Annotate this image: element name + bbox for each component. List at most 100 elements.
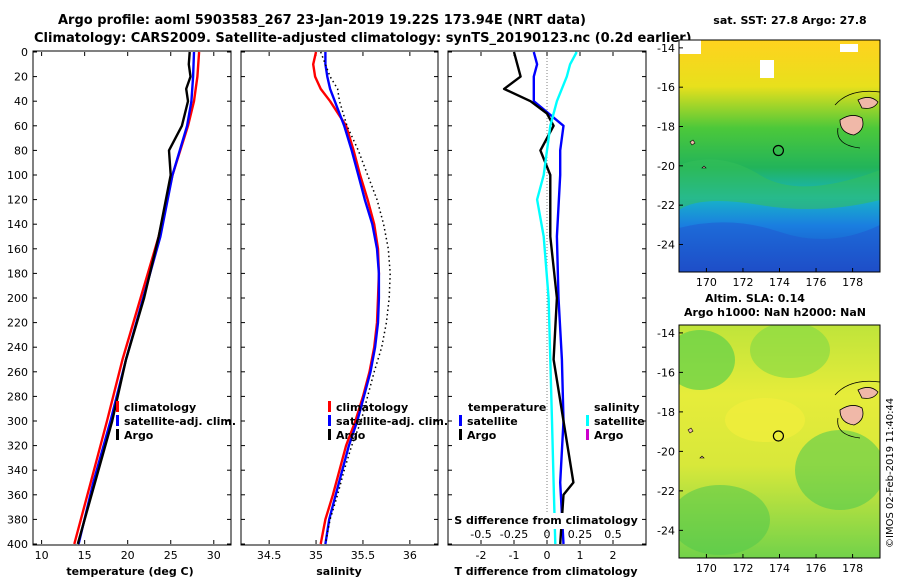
series-line-argo xyxy=(319,51,391,545)
figure-title-line2: Climatology: CARS2009. Satellite-adjuste… xyxy=(34,31,692,46)
sla-map xyxy=(679,325,880,558)
depth-tick-label: 120 xyxy=(7,194,28,207)
top-axis-label-background xyxy=(458,513,638,529)
legend-label-argo: Argo xyxy=(124,429,154,442)
sla-map-ticks: 170 172 174 176 178 -14 -16 -18 -20 -22 -24 xyxy=(657,327,863,575)
difference-series xyxy=(502,51,578,545)
map-x-tick-label: 172 xyxy=(732,276,753,289)
island-fiji xyxy=(839,405,864,426)
map-y-tick-label: -14 xyxy=(657,327,675,340)
depth-tick-label: 180 xyxy=(7,267,28,280)
temperature-axis-ticks: 10 15 20 25 30 xyxy=(33,51,231,562)
reef-outline xyxy=(834,380,880,439)
sla-blob xyxy=(679,485,770,555)
legend-label-t-argo: Argo xyxy=(467,429,497,442)
legend-label-s-argo: Argo xyxy=(594,429,624,442)
depth-tick-label: 100 xyxy=(7,169,28,182)
depth-tick-label: 240 xyxy=(7,341,28,354)
legend-swatch-s-satellite xyxy=(586,415,589,426)
legend-swatch-satellite xyxy=(328,415,331,426)
depth-tick-label: 320 xyxy=(7,440,28,453)
series-line-satellite-adj-clim- xyxy=(324,52,381,545)
difference-axis-ticks: -2 -1 0 1 2 -0.5 -0.25 0 0.25 0.5 xyxy=(448,51,646,562)
depth-tick-label: 280 xyxy=(7,390,28,403)
sst-map xyxy=(679,40,880,272)
map-x-tick-label: 174 xyxy=(769,562,790,575)
depth-tick-label: 380 xyxy=(7,513,28,526)
sst-band xyxy=(679,222,880,272)
x-tick-label: -2 xyxy=(476,549,487,562)
depth-tick-label: 140 xyxy=(7,218,28,231)
depth-tick-label: 260 xyxy=(7,366,28,379)
depth-tick-label: 340 xyxy=(7,464,28,477)
legend-swatch-s-argo xyxy=(586,429,589,440)
island-fiji xyxy=(839,115,864,136)
legend-label-climatology: climatology xyxy=(124,401,196,414)
salinity-legend: climatology satellite-adj. clim. Argo xyxy=(328,401,448,442)
legend-swatch-climatology xyxy=(328,401,331,412)
series-line-argo xyxy=(76,51,192,545)
temperature-axis-label: temperature (deg C) xyxy=(66,565,193,578)
x-tick-label: 20 xyxy=(121,549,135,562)
x-tick-label: 0 xyxy=(544,549,551,562)
x-tick-label: 36 xyxy=(403,549,417,562)
legend-label-climatology: climatology xyxy=(336,401,408,414)
map-y-tick-label: -24 xyxy=(657,238,675,251)
x-tick-label: 15 xyxy=(78,549,92,562)
depth-tick-labels: 0 20 40 60 80 100 120 140 160 180 200 220 240 260 280 3… xyxy=(7,46,28,551)
legend-label-s-satellite: satellite xyxy=(594,415,645,428)
t-difference-axis-label: T difference from climatology xyxy=(454,565,637,578)
map-x-tick-label: 178 xyxy=(842,276,863,289)
reef-outline xyxy=(834,90,880,149)
legend-swatch-climatology xyxy=(116,401,119,412)
map-y-tick-label: -18 xyxy=(657,121,675,134)
legend-label-satellite: satellite-adj. clim. xyxy=(124,415,236,428)
map-x-tick-label: 170 xyxy=(696,562,717,575)
legend-swatch-argo xyxy=(328,429,331,440)
depth-tick-label: 80 xyxy=(14,144,28,157)
legend-heading-salinity: salinity xyxy=(594,401,640,414)
s-tick-label: -0.5 xyxy=(470,528,491,541)
depth-tick-label: 220 xyxy=(7,317,28,330)
sla-blob xyxy=(795,430,880,510)
map-y-tick-label: -16 xyxy=(657,81,675,94)
s-tick-label: 0 xyxy=(544,528,551,541)
map-x-tick-label: 176 xyxy=(806,276,827,289)
depth-tick-label: 300 xyxy=(7,415,28,428)
x-tick-label: 1 xyxy=(577,549,584,562)
map-y-tick-label: -14 xyxy=(657,42,675,55)
s-difference-axis-label: S difference from climatology xyxy=(454,514,638,527)
difference-legend-salinity: salinity satellite Argo xyxy=(586,401,645,442)
depth-tick-label: 0 xyxy=(21,46,28,59)
sst-missing-data xyxy=(840,44,858,52)
map-y-tick-label: -22 xyxy=(657,199,675,212)
series-line-salinity-satellite xyxy=(535,51,578,545)
sst-band xyxy=(679,159,880,210)
series-line-satellite-adj-clim- xyxy=(77,51,196,545)
island-small xyxy=(689,139,707,169)
island-vanua-levu xyxy=(857,387,879,399)
salinity-panel xyxy=(240,50,439,546)
s-tick-label: 0.5 xyxy=(604,528,622,541)
sst-missing-data xyxy=(760,60,774,78)
legend-swatch-satellite xyxy=(116,415,119,426)
legend-swatch-t-argo xyxy=(459,429,462,440)
sla-map-subtitle: Argo h1000: NaN h2000: NaN xyxy=(684,306,866,319)
depth-tick-label: 200 xyxy=(7,292,28,305)
map-y-tick-label: -20 xyxy=(657,160,675,173)
argo-location-marker xyxy=(772,430,785,442)
figure-title-line1: Argo profile: aoml 5903583_267 23-Jan-20… xyxy=(58,13,586,28)
map-x-tick-label: 172 xyxy=(732,562,753,575)
map-x-tick-label: 170 xyxy=(696,276,717,289)
legend-heading-temperature: temperature xyxy=(468,401,546,414)
difference-legend-temperature: temperature satellite Argo xyxy=(459,401,546,442)
depth-tick-label: 20 xyxy=(14,71,28,84)
depth-tick-label: 400 xyxy=(7,538,28,551)
sla-blob xyxy=(679,330,735,390)
temperature-series xyxy=(73,51,201,545)
depth-tick-label: 160 xyxy=(7,243,28,256)
legend-swatch-t-satellite xyxy=(459,415,462,426)
legend-label-satellite: satellite-adj. clim. xyxy=(336,415,448,428)
sst-map-title: sat. SST: 27.8 Argo: 27.8 xyxy=(713,14,866,27)
